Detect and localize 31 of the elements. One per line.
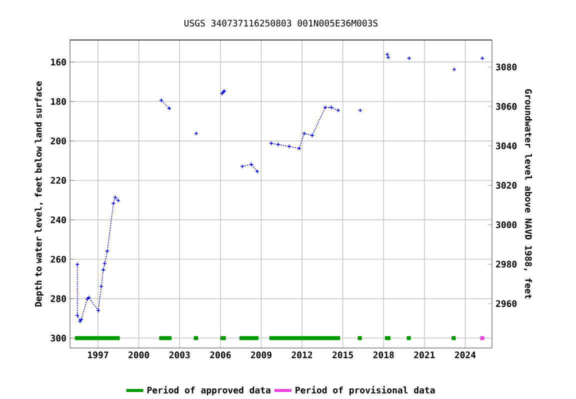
y2-tick-label: 3020 bbox=[496, 182, 517, 189]
y-tick-label: 180 bbox=[51, 98, 66, 105]
point bbox=[111, 201, 116, 206]
y2-tick-label: 3080 bbox=[496, 64, 517, 70]
x-tick-label: 2015 bbox=[332, 352, 354, 358]
y-tick-label: 260 bbox=[50, 256, 66, 263]
legend-label: Period of provisional data bbox=[296, 386, 435, 396]
chart-title: USGS 340737116250803 001N005E36M003S bbox=[184, 20, 378, 27]
y2-tick-label: 2960 bbox=[496, 300, 517, 308]
y-tick-label: 200 bbox=[50, 138, 66, 144]
x-tick-label: 2021 bbox=[414, 352, 435, 358]
x-tick-label: 2012 bbox=[292, 352, 312, 358]
y-tick-label: 240 bbox=[50, 216, 66, 224]
y-tick-label: 300 bbox=[50, 334, 66, 342]
y2-axis-title: Groundwater level above NAVD 1988, feet bbox=[524, 89, 532, 299]
y2-tick-label: 3000 bbox=[496, 221, 517, 228]
y-axis-title: Depth to water level, feet below land surface bbox=[34, 81, 44, 307]
x-tick-label: 2000 bbox=[128, 352, 150, 358]
x-tick-label: 2006 bbox=[210, 352, 231, 358]
x-tick-label: 2003 bbox=[169, 352, 190, 358]
y2-tick-label: 2980 bbox=[496, 260, 517, 268]
x-tick-label: 2024 bbox=[454, 352, 476, 358]
y2-tick-label: 3060 bbox=[496, 103, 517, 110]
legend-label: Period of approved data bbox=[147, 386, 270, 396]
y-tick-label: 160 bbox=[51, 58, 66, 66]
y-tick-label: 220 bbox=[50, 177, 66, 184]
x-tick-label: 1997 bbox=[88, 352, 108, 358]
x-tick-label: 2018 bbox=[373, 352, 394, 358]
x-tick-label: 2009 bbox=[250, 352, 272, 358]
y-tick-label: 280 bbox=[50, 295, 66, 302]
y2-tick-label: 3040 bbox=[496, 142, 517, 150]
